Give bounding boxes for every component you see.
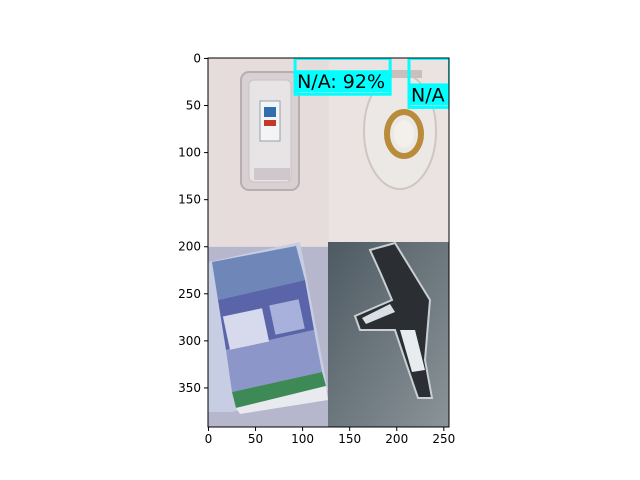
y-tick-label: 300 bbox=[178, 334, 201, 348]
y-axis: 0 50 100 150 200 250 300 350 bbox=[178, 51, 208, 395]
y-tick-label: 350 bbox=[178, 381, 201, 395]
y-tick-label: 250 bbox=[178, 287, 201, 301]
x-axis: 0 50 100 150 200 250 bbox=[205, 427, 455, 446]
x-tick-label: 100 bbox=[291, 432, 314, 446]
y-tick-label: 0 bbox=[193, 51, 201, 65]
y-tick-label: 200 bbox=[178, 240, 201, 254]
axes-frame bbox=[207, 57, 450, 428]
detection-label-background bbox=[408, 83, 449, 106]
plastic-container-graphic bbox=[240, 71, 300, 191]
metal-object-graphic bbox=[328, 241, 449, 427]
x-tick-label: 200 bbox=[385, 432, 408, 446]
detection-label-background bbox=[295, 70, 391, 93]
printed-package-graphic bbox=[208, 242, 328, 414]
y-tick-label: 150 bbox=[178, 193, 201, 207]
y-tick-label: 100 bbox=[178, 146, 201, 160]
y-tick-label: 50 bbox=[186, 99, 201, 113]
x-tick-label: 150 bbox=[338, 432, 361, 446]
x-tick-label: 50 bbox=[248, 432, 263, 446]
x-tick-label: 250 bbox=[432, 432, 455, 446]
detection-label: N/A bbox=[411, 84, 445, 106]
x-tick-label: 0 bbox=[205, 432, 213, 446]
detection-label: N/A: 92% bbox=[297, 71, 385, 93]
image-area: N/A: 92% N/A bbox=[208, 58, 449, 427]
